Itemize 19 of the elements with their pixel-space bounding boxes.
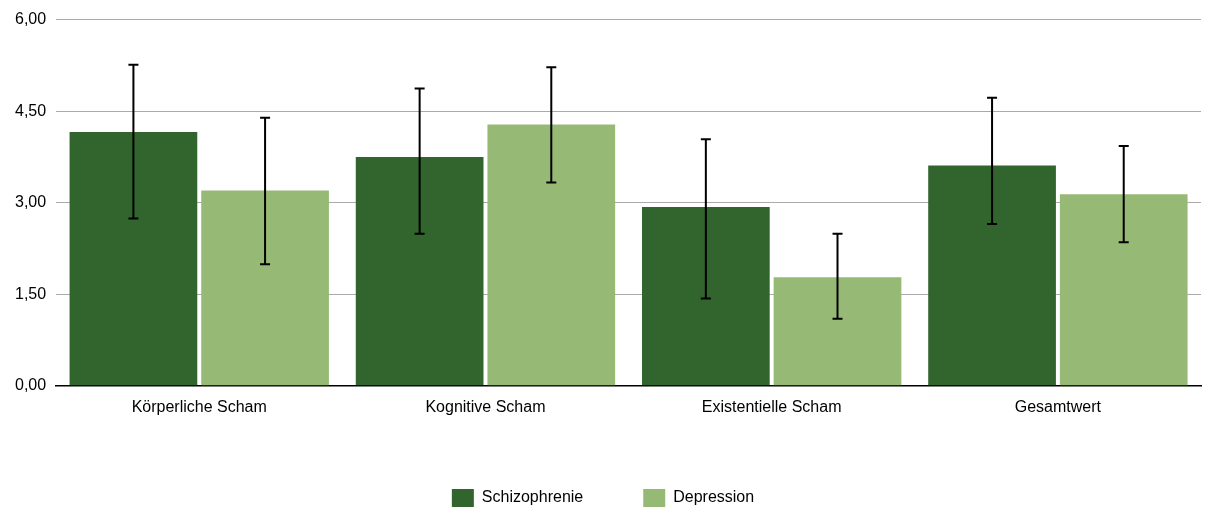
- y-tick-label: 3,00: [15, 193, 47, 211]
- x-tick-label: Körperliche Scham: [131, 397, 267, 415]
- bar: [69, 131, 198, 386]
- bar: [773, 277, 902, 386]
- bar: [487, 124, 616, 386]
- x-tick-label: Kognitive Scham: [425, 397, 546, 415]
- bar: [641, 206, 770, 386]
- bar: [355, 156, 484, 386]
- legend-label: Depression: [673, 488, 755, 506]
- y-tick-label: 0,00: [15, 376, 47, 394]
- y-tick-label: 1,50: [15, 284, 47, 302]
- bar: [1059, 194, 1188, 386]
- bar: [201, 190, 329, 386]
- x-tick-label: Gesamtwert: [1014, 397, 1102, 415]
- legend-label: Schizophrenie: [481, 488, 584, 506]
- x-tick-label: Existentielle Scham: [701, 397, 842, 415]
- bar: [928, 165, 1056, 386]
- y-tick-label: 6,00: [15, 10, 47, 28]
- y-tick-label: 4,50: [15, 101, 47, 119]
